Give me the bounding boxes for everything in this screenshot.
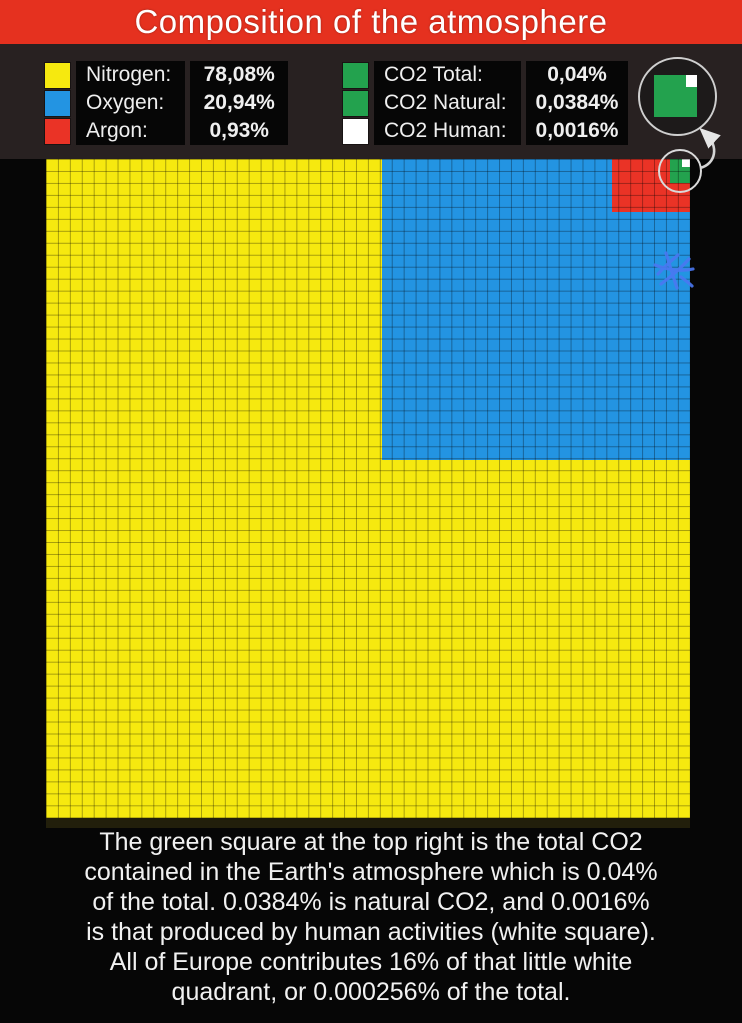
magnifier-arrow-icon <box>699 127 721 170</box>
co2-total-value: 0,04% <box>525 61 629 89</box>
oxygen-label: Oxygen: <box>76 89 186 117</box>
co2-total-label: CO2 Total: <box>374 61 521 89</box>
caption-line: quadrant, or 0.000256% of the total. <box>171 978 571 1006</box>
co2-human-value: 0,0016% <box>525 117 629 145</box>
co2-natural-swatch <box>343 90 368 116</box>
co2-natural-value: 0,0384% <box>525 89 629 117</box>
co2-natural-label: CO2 Natural: <box>374 89 521 117</box>
caption-line: of the total. 0.0384% is natural CO2, an… <box>92 888 650 916</box>
nitrogen-value: 78,08% <box>190 61 289 89</box>
co2-human-square-magnified <box>686 75 697 87</box>
caption-line: contained in the Earth's atmosphere whic… <box>84 858 658 886</box>
caption: The green square at the top right is the… <box>0 827 742 1007</box>
co2-total-square-magnified <box>654 75 697 117</box>
nitrogen-swatch <box>45 62 70 88</box>
caption-line: The green square at the top right is the… <box>99 828 643 856</box>
nitrogen-label: Nitrogen: <box>76 61 186 89</box>
caption-line: is that produced by human activities (wh… <box>86 918 656 946</box>
legend-band: Nitrogen: 78,08% Oxygen: 20,94% Argon: 0… <box>0 44 742 159</box>
oxygen-value: 20,94% <box>190 89 289 117</box>
highlight-circle <box>658 149 702 193</box>
legend-main-gases: Nitrogen: 78,08% Oxygen: 20,94% Argon: 0… <box>45 61 289 145</box>
oxygen-swatch <box>45 90 70 116</box>
grid-bottom-shadow <box>46 818 690 828</box>
co2-human-label: CO2 Human: <box>374 117 521 145</box>
title-bar: Composition of the atmosphere <box>0 0 742 44</box>
magnifier-circle <box>638 57 717 136</box>
co2-human-swatch <box>343 118 368 144</box>
caption-line: All of Europe contributes 16% of that li… <box>109 948 633 976</box>
watermark-squiggle-icon <box>653 251 695 290</box>
page-title: Composition of the atmosphere <box>134 3 608 40</box>
atmosphere-waffle-chart <box>46 159 690 818</box>
argon-value: 0,93% <box>190 117 289 145</box>
argon-label: Argon: <box>76 117 186 145</box>
legend-co2: CO2 Total: 0,04% CO2 Natural: 0,0384% CO… <box>343 61 629 145</box>
co2-total-swatch <box>343 62 368 88</box>
argon-swatch <box>45 118 70 144</box>
